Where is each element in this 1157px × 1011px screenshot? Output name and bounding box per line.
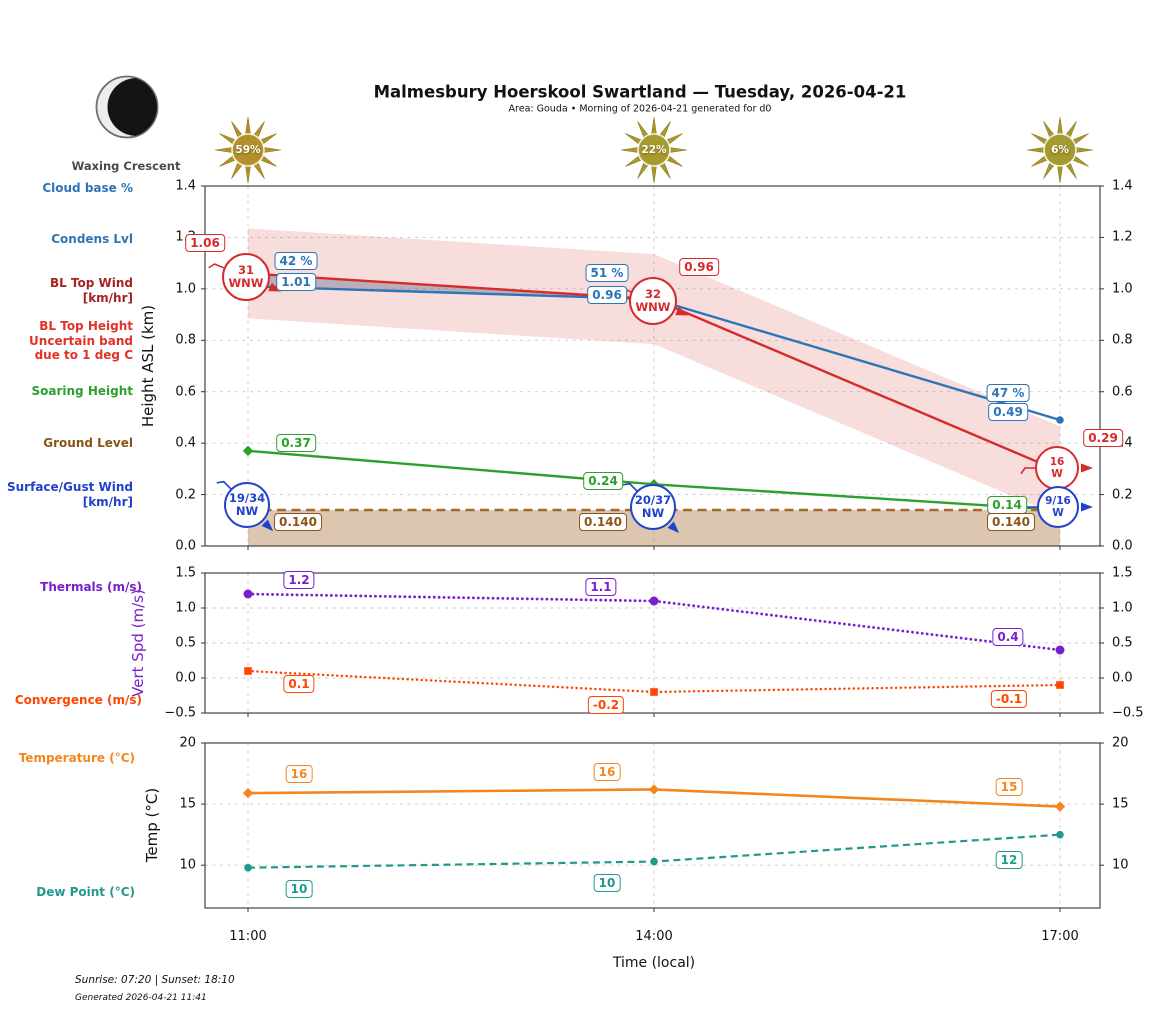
dew-point: [1056, 830, 1064, 839]
label-bl-top-wind: BL Top Wind [km/hr]: [0, 276, 133, 305]
sunrise-sunset-note: Sunrise: 07:20 | Sunset: 18:10: [75, 974, 235, 986]
ground-fill: [248, 510, 1060, 546]
label-thermals: Thermals (m/s): [0, 580, 142, 595]
label-line: BL Top Height: [39, 319, 133, 333]
soaring-point: [242, 445, 254, 457]
wind-barb-icon: [208, 263, 226, 269]
label-bl-top-height: BL Top Height Uncertain band due to 1 de…: [0, 319, 133, 363]
label-condens-lvl: Condens Lvl: [0, 232, 133, 247]
sun-disc-icon: [637, 133, 671, 167]
bl-uncertainty-band: [248, 228, 1060, 517]
generated-note: Generated 2026-04-21 11:41: [75, 993, 207, 1003]
temperature-point: [242, 787, 254, 799]
sun-rays-icon: [214, 116, 282, 184]
y-axis-label-temp: Temp (°C): [143, 787, 161, 863]
wind-barb-icon: [216, 480, 233, 491]
sun-rays-icon: [620, 116, 688, 184]
moon-phase-icon: [95, 75, 159, 139]
label-convergence: Convergence (m/s): [0, 693, 142, 708]
sun-rays-icon: [1026, 116, 1094, 184]
moon-phase-label: Waxing Crescent: [71, 159, 181, 173]
wind-barb-icon: [1020, 467, 1036, 475]
label-line: Thermals (m/s): [40, 580, 142, 594]
condens-point: [244, 282, 252, 291]
label-temperature: Temperature (°C): [0, 751, 135, 766]
label-line: Soaring Height: [31, 384, 134, 398]
y-axis-label-vertspd: Vert Spd (m/s): [129, 589, 147, 697]
thermals-point: [1055, 645, 1065, 655]
dew-point: [650, 857, 658, 866]
label-cloud-base: Cloud base %: [0, 181, 133, 196]
wind-arrow-icon: [1081, 463, 1093, 473]
convergence-point: [244, 667, 252, 675]
condens-point: [1056, 416, 1064, 424]
soaring-point: [648, 479, 660, 490]
label-dew-point: Dew Point (°C): [0, 885, 135, 900]
label-line: Surface/Gust Wind: [7, 480, 133, 494]
convergence-line: [246, 669, 1062, 694]
temperature-point: [1054, 801, 1066, 812]
label-line: due to 1 deg C: [34, 348, 133, 362]
wind-arrow-icon: [675, 306, 689, 316]
label-line: Ground Level: [43, 436, 133, 450]
label-line: Dew Point (°C): [36, 885, 135, 899]
panel-border: [204, 742, 1101, 909]
sun-disc-icon: [231, 133, 265, 167]
convergence-point: [650, 688, 658, 696]
page-subtitle: Area: Gouda • Morning of 2026-04-21 gene…: [508, 103, 772, 115]
label-line: Condens Lvl: [51, 232, 133, 246]
label-line: Convergence (m/s): [14, 693, 142, 707]
thermals-point: [649, 596, 659, 606]
temperature-point: [648, 784, 660, 795]
panel-border: [204, 185, 1101, 547]
wind-arrow-icon: [1081, 502, 1093, 512]
y-axis-label-height: Height ASL (km): [139, 304, 157, 428]
page-title: Malmesbury Hoerskool Swartland — Tuesday…: [373, 82, 907, 102]
moon-shadow: [107, 78, 157, 136]
label-line: Cloud base %: [42, 181, 133, 195]
sun-disc-icon: [1043, 133, 1077, 167]
label-line: [km/hr]: [82, 494, 133, 509]
label-line: Uncertain band: [29, 333, 133, 348]
convergence-point: [1056, 681, 1064, 689]
label-line: [km/hr]: [82, 290, 133, 305]
label-surface-gust-wind: Surface/Gust Wind [km/hr]: [0, 480, 133, 509]
label-ground-level: Ground Level: [0, 436, 133, 451]
thermals-point: [243, 589, 253, 599]
label-line: Temperature (°C): [18, 751, 135, 765]
label-line: BL Top Wind: [49, 276, 133, 290]
label-soaring-height: Soaring Height: [0, 384, 134, 399]
dew-point: [244, 863, 252, 872]
x-axis-label: Time (local): [612, 955, 696, 971]
wind-barb-icon: [622, 482, 639, 493]
